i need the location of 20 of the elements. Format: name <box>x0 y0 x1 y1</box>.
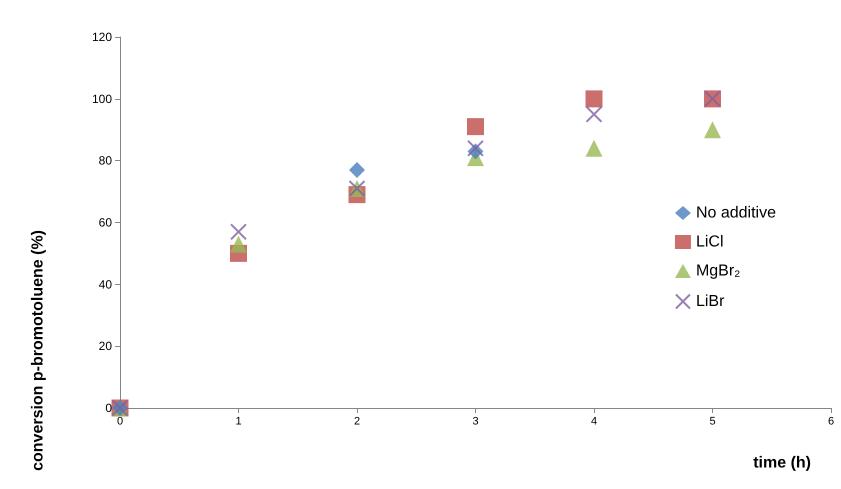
x-axis-title: time (h) <box>753 454 812 472</box>
y-tick-label: 100 <box>92 92 112 106</box>
x-tick-label: 3 <box>472 416 479 428</box>
legend-label: LiBr <box>696 293 726 310</box>
x-tick-label: 0 <box>116 416 124 428</box>
y-tick-label: 0 <box>105 401 112 415</box>
y-tick-label: 40 <box>98 277 112 292</box>
x-tick-label: 2 <box>354 416 360 428</box>
y-tick-label: 20 <box>98 339 112 354</box>
legend-label: MgBr₂ <box>696 262 740 280</box>
legend-label: No additive <box>696 204 776 222</box>
y-tick-label: 80 <box>98 154 112 168</box>
x-tick-label: 5 <box>709 416 716 428</box>
legend-label: LiCl <box>696 234 724 250</box>
y-tick-label: 120 <box>92 30 112 44</box>
x-tick-label: 6 <box>828 416 834 428</box>
y-axis-title: conversion p-bromotoluene (%) <box>30 230 46 471</box>
x-tick-label: 4 <box>590 416 598 428</box>
y-tick-label: 60 <box>98 216 112 230</box>
x-tick-label: 1 <box>235 416 242 428</box>
